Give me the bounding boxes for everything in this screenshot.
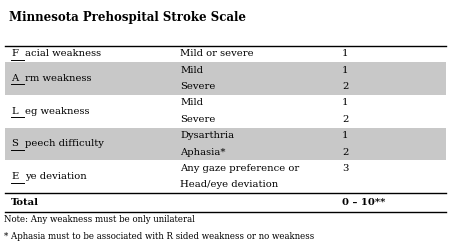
Text: Mild: Mild — [180, 98, 203, 108]
Text: acial weakness: acial weakness — [25, 49, 101, 58]
Text: Head/eye deviation: Head/eye deviation — [180, 180, 278, 189]
Text: L: L — [11, 107, 18, 116]
Text: * Aphasia must to be associated with R sided weakness or no weakness: * Aphasia must to be associated with R s… — [4, 232, 315, 241]
Text: S: S — [11, 139, 18, 148]
Text: 1: 1 — [342, 131, 348, 140]
Text: eg weakness: eg weakness — [25, 107, 89, 116]
Text: rm weakness: rm weakness — [25, 74, 91, 83]
Text: Any gaze preference or: Any gaze preference or — [180, 164, 299, 173]
Text: Severe: Severe — [180, 115, 216, 124]
Text: peech difficulty: peech difficulty — [25, 139, 104, 148]
Bar — [4, 62, 446, 95]
Text: Mild or severe: Mild or severe — [180, 49, 254, 58]
Text: 3: 3 — [342, 164, 348, 173]
Text: F: F — [11, 49, 18, 58]
Text: A: A — [11, 74, 18, 83]
Text: Aphasia*: Aphasia* — [180, 148, 225, 157]
Text: 0 – 10**: 0 – 10** — [342, 198, 385, 207]
Text: Dysarthria: Dysarthria — [180, 131, 234, 140]
Text: E: E — [11, 172, 18, 181]
Text: 1: 1 — [342, 66, 348, 75]
Text: Mild: Mild — [180, 66, 203, 75]
Text: Total: Total — [11, 198, 39, 207]
Text: Note: Any weakness must be only unilateral: Note: Any weakness must be only unilater… — [4, 215, 195, 224]
Text: ye deviation: ye deviation — [25, 172, 86, 181]
Text: 2: 2 — [342, 148, 348, 157]
Text: 1: 1 — [342, 49, 348, 58]
Text: 1: 1 — [342, 98, 348, 108]
Text: 2: 2 — [342, 82, 348, 91]
Text: 2: 2 — [342, 115, 348, 124]
Bar — [4, 127, 446, 160]
Text: Severe: Severe — [180, 82, 216, 91]
Text: Minnesota Prehospital Stroke Scale: Minnesota Prehospital Stroke Scale — [9, 11, 246, 24]
